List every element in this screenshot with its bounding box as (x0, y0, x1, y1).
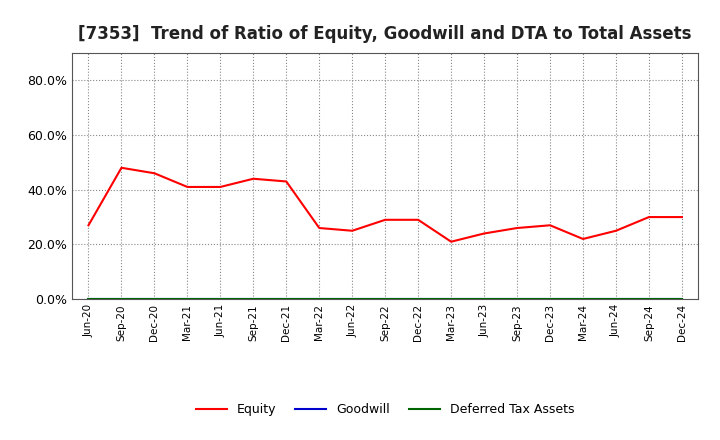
Goodwill (84, 297, 93, 302)
Goodwill (183, 297, 192, 302)
Equity (644, 214, 653, 220)
Deferred Tax Assets (579, 297, 588, 302)
Deferred Tax Assets (150, 297, 158, 302)
Title: [7353]  Trend of Ratio of Equity, Goodwill and DTA to Total Assets: [7353] Trend of Ratio of Equity, Goodwil… (78, 25, 692, 43)
Deferred Tax Assets (381, 297, 390, 302)
Goodwill (150, 297, 158, 302)
Deferred Tax Assets (546, 297, 554, 302)
Goodwill (644, 297, 653, 302)
Equity (678, 214, 686, 220)
Goodwill (117, 297, 126, 302)
Goodwill (216, 297, 225, 302)
Equity (414, 217, 423, 223)
Deferred Tax Assets (216, 297, 225, 302)
Goodwill (579, 297, 588, 302)
Deferred Tax Assets (348, 297, 356, 302)
Goodwill (249, 297, 258, 302)
Deferred Tax Assets (84, 297, 93, 302)
Line: Equity: Equity (89, 168, 682, 242)
Goodwill (348, 297, 356, 302)
Deferred Tax Assets (612, 297, 621, 302)
Deferred Tax Assets (249, 297, 258, 302)
Deferred Tax Assets (447, 297, 456, 302)
Equity (84, 223, 93, 228)
Equity (183, 184, 192, 190)
Equity (216, 184, 225, 190)
Equity (315, 225, 323, 231)
Equity (579, 236, 588, 242)
Goodwill (447, 297, 456, 302)
Goodwill (612, 297, 621, 302)
Equity (480, 231, 488, 236)
Deferred Tax Assets (480, 297, 488, 302)
Deferred Tax Assets (282, 297, 291, 302)
Equity (546, 223, 554, 228)
Deferred Tax Assets (414, 297, 423, 302)
Goodwill (282, 297, 291, 302)
Deferred Tax Assets (315, 297, 323, 302)
Deferred Tax Assets (644, 297, 653, 302)
Equity (282, 179, 291, 184)
Goodwill (315, 297, 323, 302)
Goodwill (513, 297, 521, 302)
Equity (612, 228, 621, 233)
Deferred Tax Assets (513, 297, 521, 302)
Equity (348, 228, 356, 233)
Goodwill (480, 297, 488, 302)
Deferred Tax Assets (117, 297, 126, 302)
Goodwill (381, 297, 390, 302)
Equity (447, 239, 456, 244)
Deferred Tax Assets (183, 297, 192, 302)
Equity (513, 225, 521, 231)
Equity (117, 165, 126, 170)
Legend: Equity, Goodwill, Deferred Tax Assets: Equity, Goodwill, Deferred Tax Assets (191, 398, 580, 421)
Equity (150, 171, 158, 176)
Equity (249, 176, 258, 181)
Goodwill (678, 297, 686, 302)
Equity (381, 217, 390, 223)
Goodwill (546, 297, 554, 302)
Deferred Tax Assets (678, 297, 686, 302)
Goodwill (414, 297, 423, 302)
